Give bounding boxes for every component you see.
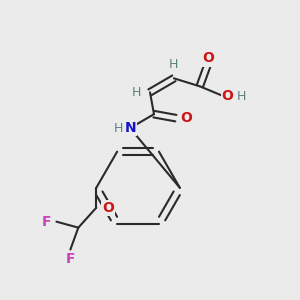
- Text: O: O: [222, 89, 234, 103]
- Text: H: H: [237, 90, 246, 103]
- Text: O: O: [202, 51, 214, 65]
- Text: F: F: [42, 215, 51, 229]
- Text: N: N: [124, 121, 136, 135]
- Text: O: O: [180, 111, 192, 125]
- Text: H: H: [113, 122, 123, 135]
- Text: H: H: [169, 58, 178, 71]
- Text: H: H: [131, 86, 141, 99]
- Text: F: F: [66, 253, 75, 266]
- Text: O: O: [102, 201, 114, 215]
